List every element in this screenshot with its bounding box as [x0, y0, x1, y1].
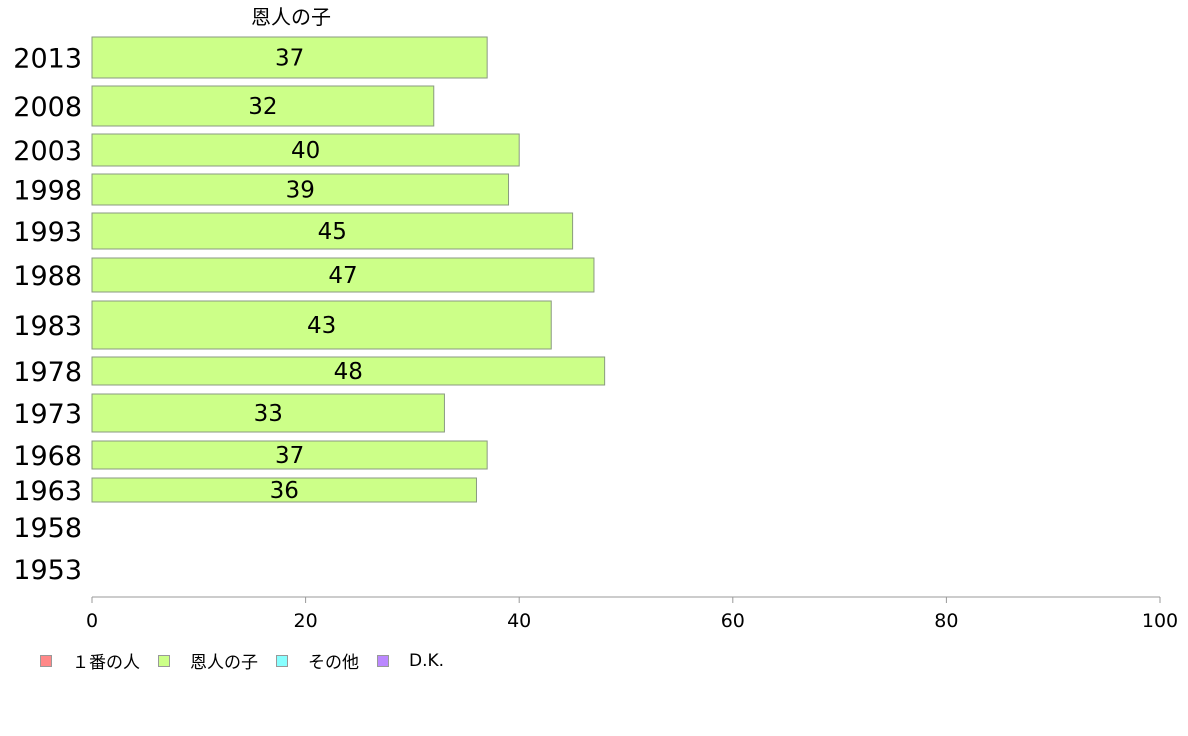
bar-1998 [91, 173, 510, 206]
bar-1968 [91, 440, 488, 470]
y-tick-label: 2003 [13, 136, 82, 167]
bar-2003 [91, 133, 520, 167]
legend-item-onjin: 恩人の子 [158, 648, 258, 673]
bar-value-label: 33 [254, 401, 283, 427]
y-tick-label: 1953 [13, 555, 82, 586]
bar-1993 [91, 212, 574, 250]
x-tick-label: 40 [507, 610, 531, 632]
bar-value-label: 37 [275, 46, 304, 72]
bar-value-label: 39 [286, 178, 315, 204]
chart-title: 恩人の子 [251, 5, 331, 29]
bars-group: 2013 37 2008 32 2003 40 1998 39 1993 45 1988 47 1983… [13, 36, 606, 586]
bar-2008 [91, 85, 435, 127]
x-axis: 0 20 40 60 80 100 [86, 596, 1178, 632]
bar-chart: 恩人の子 2013 37 2008 32 2003 40 1998 39 1993 45 1988 4… [13, 5, 1178, 632]
bar-value-label: 43 [307, 313, 336, 339]
bar-1978 [91, 356, 606, 386]
y-tick-label: 2008 [13, 92, 82, 123]
legend-label: 恩人の子 [190, 653, 258, 673]
x-tick-label: 100 [1142, 610, 1178, 632]
y-tick-label: 1988 [13, 261, 82, 292]
legend-swatch [377, 654, 389, 667]
y-tick-label: 1958 [13, 513, 82, 544]
bar-value-label: 45 [318, 219, 347, 245]
legend-item-dk: D.K. [377, 651, 444, 671]
bar-value-label: 47 [328, 263, 357, 289]
bar-value-label: 32 [248, 94, 277, 120]
bar-value-label: 48 [334, 359, 363, 385]
bar-1983 [91, 300, 552, 350]
legend-swatch [158, 654, 170, 667]
legend-item-ichiban: １番の人 [40, 648, 140, 673]
bar-1988 [91, 257, 595, 293]
bar-value-label: 36 [270, 478, 299, 504]
y-tick-label: 1983 [13, 311, 82, 342]
y-tick-label: 1978 [13, 357, 82, 388]
x-tick-label: 0 [86, 610, 98, 632]
legend-swatch [276, 654, 288, 667]
legend-label: １番の人 [72, 653, 140, 673]
bar-2013 [91, 36, 488, 79]
legend-item-sonota: その他 [276, 648, 359, 673]
legend-label: その他 [308, 653, 359, 673]
y-tick-label: 2013 [13, 44, 82, 75]
bar-value-label: 37 [275, 443, 304, 469]
bar-1973 [91, 393, 445, 433]
legend-label: D.K. [409, 650, 445, 671]
bar-1963 [91, 477, 477, 503]
legend-swatch [40, 654, 52, 667]
y-tick-label: 1998 [13, 176, 82, 207]
y-tick-label: 1963 [13, 476, 82, 507]
y-tick-label: 1968 [13, 441, 82, 472]
x-tick-label: 60 [721, 610, 745, 632]
legend: １番の人 恩人の子 その他 D.K. [40, 648, 462, 673]
x-tick-label: 20 [294, 610, 318, 632]
y-tick-label: 1973 [13, 399, 82, 430]
x-tick-label: 80 [934, 610, 958, 632]
bar-value-label: 40 [291, 138, 320, 164]
y-tick-label: 1993 [13, 217, 82, 248]
